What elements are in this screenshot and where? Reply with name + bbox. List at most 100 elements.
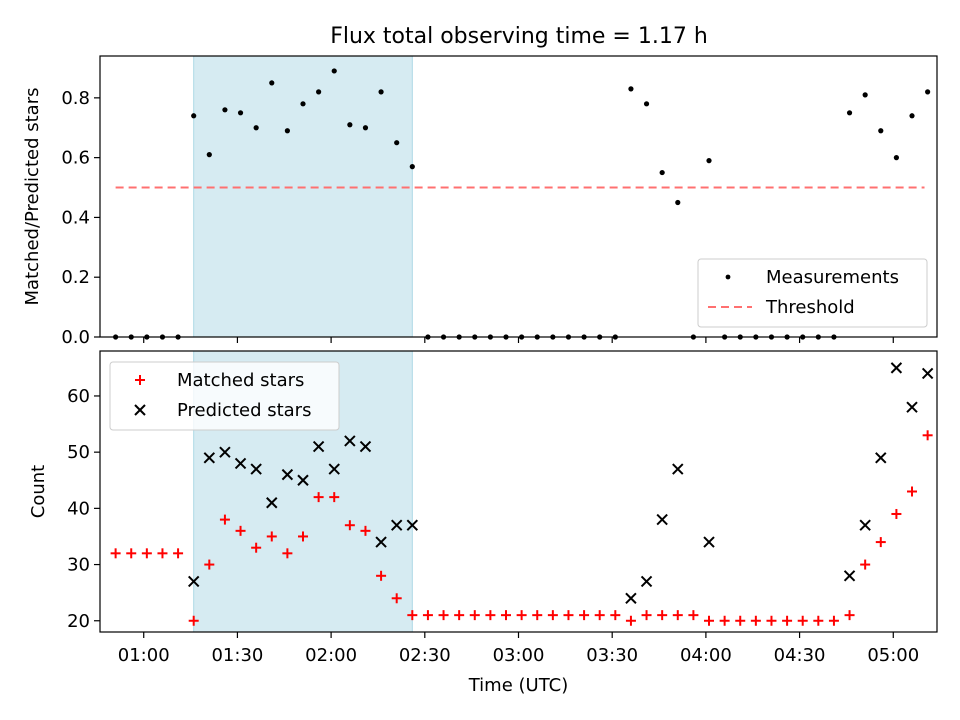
cross-stroke [625, 592, 637, 604]
predicted-star-point [281, 468, 294, 481]
matched-star-point [563, 610, 574, 621]
matched-star-point [298, 531, 309, 542]
x-tick-label: 03:30 [586, 645, 638, 666]
matched-star-point [813, 615, 824, 626]
predicted-star-point [312, 440, 325, 453]
measurement-point [893, 155, 899, 161]
measurement-point [878, 128, 884, 134]
y-tick-label: 0.6 [61, 148, 90, 169]
matched-star-point [516, 610, 527, 621]
x-tick-label: 04:30 [774, 645, 826, 666]
predicted-star-point [187, 575, 200, 588]
predicted-star-point [640, 575, 653, 588]
predicted-star-point [250, 463, 262, 475]
matched-star-point [907, 486, 918, 497]
cross-stroke [219, 446, 231, 458]
legend-cross [134, 404, 146, 416]
predicted-star-point [406, 519, 419, 531]
chart-title: Flux total observing time = 1.17 h [330, 24, 708, 49]
matched-star-point [407, 610, 418, 621]
matched-star-point [828, 615, 839, 626]
predicted-star-point [906, 401, 918, 413]
predicted-star-point [203, 452, 216, 464]
measurement-point [331, 68, 337, 74]
predicted-star-point [890, 362, 903, 374]
measurement-point [846, 110, 853, 116]
cross-stroke [843, 570, 856, 582]
matched-star-point [235, 525, 246, 536]
cross-stroke [344, 435, 356, 447]
matched-star-point [625, 615, 636, 626]
measurement-point [222, 107, 228, 113]
measurement-point [909, 113, 915, 119]
predicted-star-point [219, 446, 231, 458]
matched-star-point [251, 542, 262, 553]
cross-stroke [906, 401, 918, 413]
matched-star-point [313, 492, 324, 503]
matched-star-point [844, 610, 855, 621]
matched-star-point [173, 548, 184, 559]
y-tick-label: 0.8 [61, 88, 90, 109]
cross-stroke [406, 519, 419, 531]
measurement-point [347, 122, 353, 128]
predicted-star-point [297, 474, 309, 486]
matched-star-point [782, 615, 793, 626]
predicted-star-point [390, 519, 403, 531]
predicted-star-point [266, 497, 278, 509]
legend-plus [135, 375, 145, 385]
matched-star-point [360, 525, 371, 536]
bottom-x-ticks: 01:00 01:30 02:00 02:30 03:00 03:30 04:00 04:30… [118, 632, 919, 666]
matched-star-point [376, 570, 387, 581]
cross-stroke [187, 575, 200, 588]
matched-star-point [438, 610, 449, 621]
matched-star-point [594, 610, 605, 621]
matched-star-point [501, 610, 512, 621]
count-points [110, 362, 934, 626]
top-y-axis-label: Matched/Predicted stars [22, 88, 43, 306]
legend-measurements-label: Measurements [766, 267, 899, 288]
cross-stroke [250, 463, 262, 475]
cross-stroke [328, 463, 340, 475]
x-tick-label: 02:30 [399, 645, 451, 666]
legend-matched-label: Matched stars [177, 370, 304, 391]
matched-star-point [641, 610, 652, 621]
cross-stroke [921, 367, 934, 380]
legend-matched-marker [135, 375, 145, 385]
matched-star-point [688, 610, 699, 621]
predicted-star-point [234, 457, 247, 470]
y-tick-label: 20 [67, 611, 90, 632]
measurement-point [394, 140, 400, 146]
predicted-star-point [843, 570, 856, 582]
legend-measurements-marker [725, 274, 731, 280]
matched-star-point [329, 492, 340, 503]
top-chart: 0.00.20.40.60.8 Matched/Predicted stars … [22, 55, 938, 348]
cross-stroke [297, 474, 309, 486]
y-tick-label: 0.0 [61, 327, 90, 348]
top-x-ticks [143, 337, 894, 343]
x-tick-label: 02:00 [305, 645, 357, 666]
cross-stroke [875, 452, 887, 464]
matched-star-point [469, 610, 480, 621]
bottom-legend: Matched stars Predicted stars [109, 361, 340, 431]
cross-stroke [359, 440, 372, 453]
measurement-point [628, 86, 634, 92]
cross-stroke [672, 463, 684, 475]
measurement-point [675, 199, 681, 206]
matched-star-point [532, 610, 543, 621]
matched-star-point [344, 520, 355, 531]
bottom-y-axis-label: Count [28, 465, 49, 518]
matched-star-point [188, 615, 199, 626]
cross-stroke [312, 440, 325, 453]
predicted-star-point [672, 463, 684, 475]
top-legend: Measurements Threshold [697, 258, 928, 328]
y-tick-label: 60 [67, 386, 90, 407]
measurement-point [284, 128, 290, 134]
matched-star-point [126, 548, 137, 559]
legend-threshold-label: Threshold [765, 297, 855, 318]
cross-stroke [656, 513, 668, 526]
y-tick-label: 30 [67, 555, 90, 576]
x-tick-label: 01:00 [118, 645, 170, 666]
matched-star-point [157, 548, 168, 559]
y-tick-label: 50 [67, 442, 90, 463]
